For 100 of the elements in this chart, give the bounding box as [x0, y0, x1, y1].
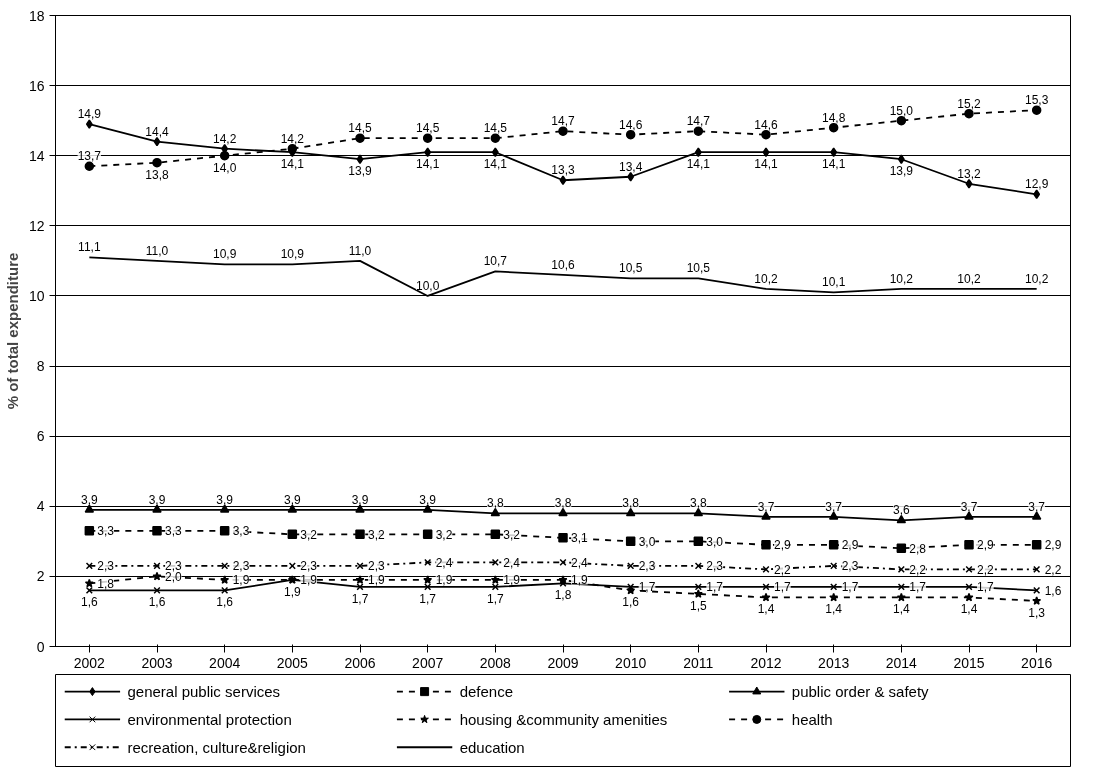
x-tick-label: 2011 [683, 654, 714, 671]
data-label: 1,9 [300, 573, 318, 588]
data-label: 1,9 [232, 573, 250, 588]
y-tick-label: 16 [28, 77, 45, 94]
x-tick-label: 2007 [412, 654, 444, 671]
data-label: 3,9 [351, 492, 369, 507]
data-label: 3,7 [960, 499, 978, 514]
data-label: 3,8 [689, 496, 707, 511]
data-label: 3,8 [486, 496, 504, 511]
data-label: 1,5 [689, 598, 707, 613]
data-label: 10,9 [212, 247, 237, 262]
x-tick-label: 2002 [73, 654, 106, 671]
data-label: 2,9 [1044, 538, 1062, 553]
y-tick-label: 10 [28, 287, 45, 304]
x-tick-label: 2006 [344, 654, 376, 671]
data-label: 3,7 [757, 499, 775, 514]
data-label: 3,3 [232, 524, 250, 539]
data-label: 15,0 [889, 103, 914, 118]
data-label: 14,9 [77, 107, 102, 122]
data-label: 2,3 [368, 559, 386, 574]
data-label: 1,7 [841, 580, 859, 595]
legend-label: housing &community amenities [459, 710, 668, 728]
data-label: 3,3 [97, 524, 115, 539]
y-tick-label: 8 [36, 358, 45, 375]
data-label: 10,9 [280, 247, 305, 262]
data-label: 2,2 [909, 562, 927, 577]
data-label: 1,3 [1028, 605, 1046, 620]
x-tick-label: 2009 [547, 654, 579, 671]
x-tick-label: 2008 [479, 654, 512, 671]
legend-label: recreation, culture&religion [127, 738, 306, 756]
data-label: 15,3 [1024, 93, 1049, 108]
data-label: 14,1 [754, 157, 778, 172]
y-tick-label: 14 [28, 147, 45, 164]
data-label: 13,9 [348, 164, 372, 179]
data-label: 1,9 [571, 573, 589, 588]
data-label: 10,0 [415, 278, 440, 293]
data-label: 3,7 [1028, 499, 1046, 514]
data-label: 3,0 [638, 534, 656, 549]
data-label: 2,9 [977, 538, 995, 553]
x-tick-label: 2013 [818, 654, 850, 671]
y-axis-title: % of total expenditure [3, 252, 21, 410]
y-tick-label: 4 [36, 498, 45, 515]
data-label: 1,8 [97, 576, 115, 591]
data-label: 3,1 [571, 531, 589, 546]
data-label: 1,7 [706, 580, 724, 595]
data-label: 3,9 [419, 492, 437, 507]
data-label: 12,9 [1024, 177, 1049, 192]
data-label: 2,4 [503, 555, 521, 570]
data-label: 14,8 [821, 110, 846, 125]
data-label: 1,7 [909, 580, 927, 595]
data-label: 1,4 [960, 602, 978, 617]
data-label: 1,6 [1044, 583, 1062, 598]
data-label: 13,4 [618, 159, 643, 174]
data-label: 14,2 [280, 131, 305, 146]
data-label: 14,5 [483, 121, 508, 136]
data-label: 1,7 [638, 580, 656, 595]
data-label: 1,6 [148, 595, 166, 610]
data-label: 13,2 [957, 166, 981, 181]
y-tick-label: 6 [36, 428, 45, 445]
data-label: 3,8 [554, 496, 572, 511]
y-tick-label: 2 [36, 568, 45, 585]
data-label: 1,7 [486, 591, 504, 606]
data-label: 14,1 [280, 157, 305, 172]
data-label: 10,2 [957, 271, 981, 286]
data-label: 14,1 [821, 157, 846, 172]
data-label: 14,7 [686, 114, 711, 129]
data-label: 1,7 [419, 591, 437, 606]
data-label: 1,9 [283, 584, 301, 599]
data-label: 11,0 [348, 243, 372, 258]
data-label: 1,4 [825, 602, 843, 617]
data-label: 14,0 [212, 160, 237, 175]
x-tick-label: 2014 [885, 654, 918, 671]
data-label: 1,7 [774, 580, 792, 595]
data-label: 1,6 [622, 595, 640, 610]
data-label: 1,6 [216, 595, 234, 610]
data-label: 1,9 [503, 573, 521, 588]
data-label: 14,2 [212, 131, 237, 146]
x-tick-label: 2010 [615, 654, 647, 671]
y-tick-label: 0 [36, 638, 45, 655]
data-label: 2,3 [841, 559, 859, 574]
data-label: 2,9 [841, 538, 859, 553]
data-label: 14,7 [551, 114, 575, 129]
data-label: 3,8 [622, 496, 640, 511]
data-label: 10,2 [754, 271, 778, 286]
data-label: 3,2 [300, 527, 318, 542]
data-label: 13,7 [77, 149, 102, 164]
data-label: 2,2 [1044, 562, 1062, 577]
data-label: 3,2 [503, 527, 521, 542]
data-label: 3,2 [435, 527, 453, 542]
data-label: 1,9 [435, 573, 453, 588]
data-label: 1,6 [80, 595, 98, 610]
y-tick-label: 12 [28, 217, 45, 234]
data-label: 14,1 [686, 157, 711, 172]
data-label: 3,0 [706, 534, 724, 549]
x-tick-label: 2003 [141, 654, 173, 671]
x-tick-label: 2005 [276, 654, 309, 671]
data-label: 11,0 [145, 243, 169, 258]
legend-label: public order & safety [791, 683, 930, 701]
x-tick-label: 2004 [209, 654, 241, 671]
y-tick-label: 18 [28, 7, 45, 24]
